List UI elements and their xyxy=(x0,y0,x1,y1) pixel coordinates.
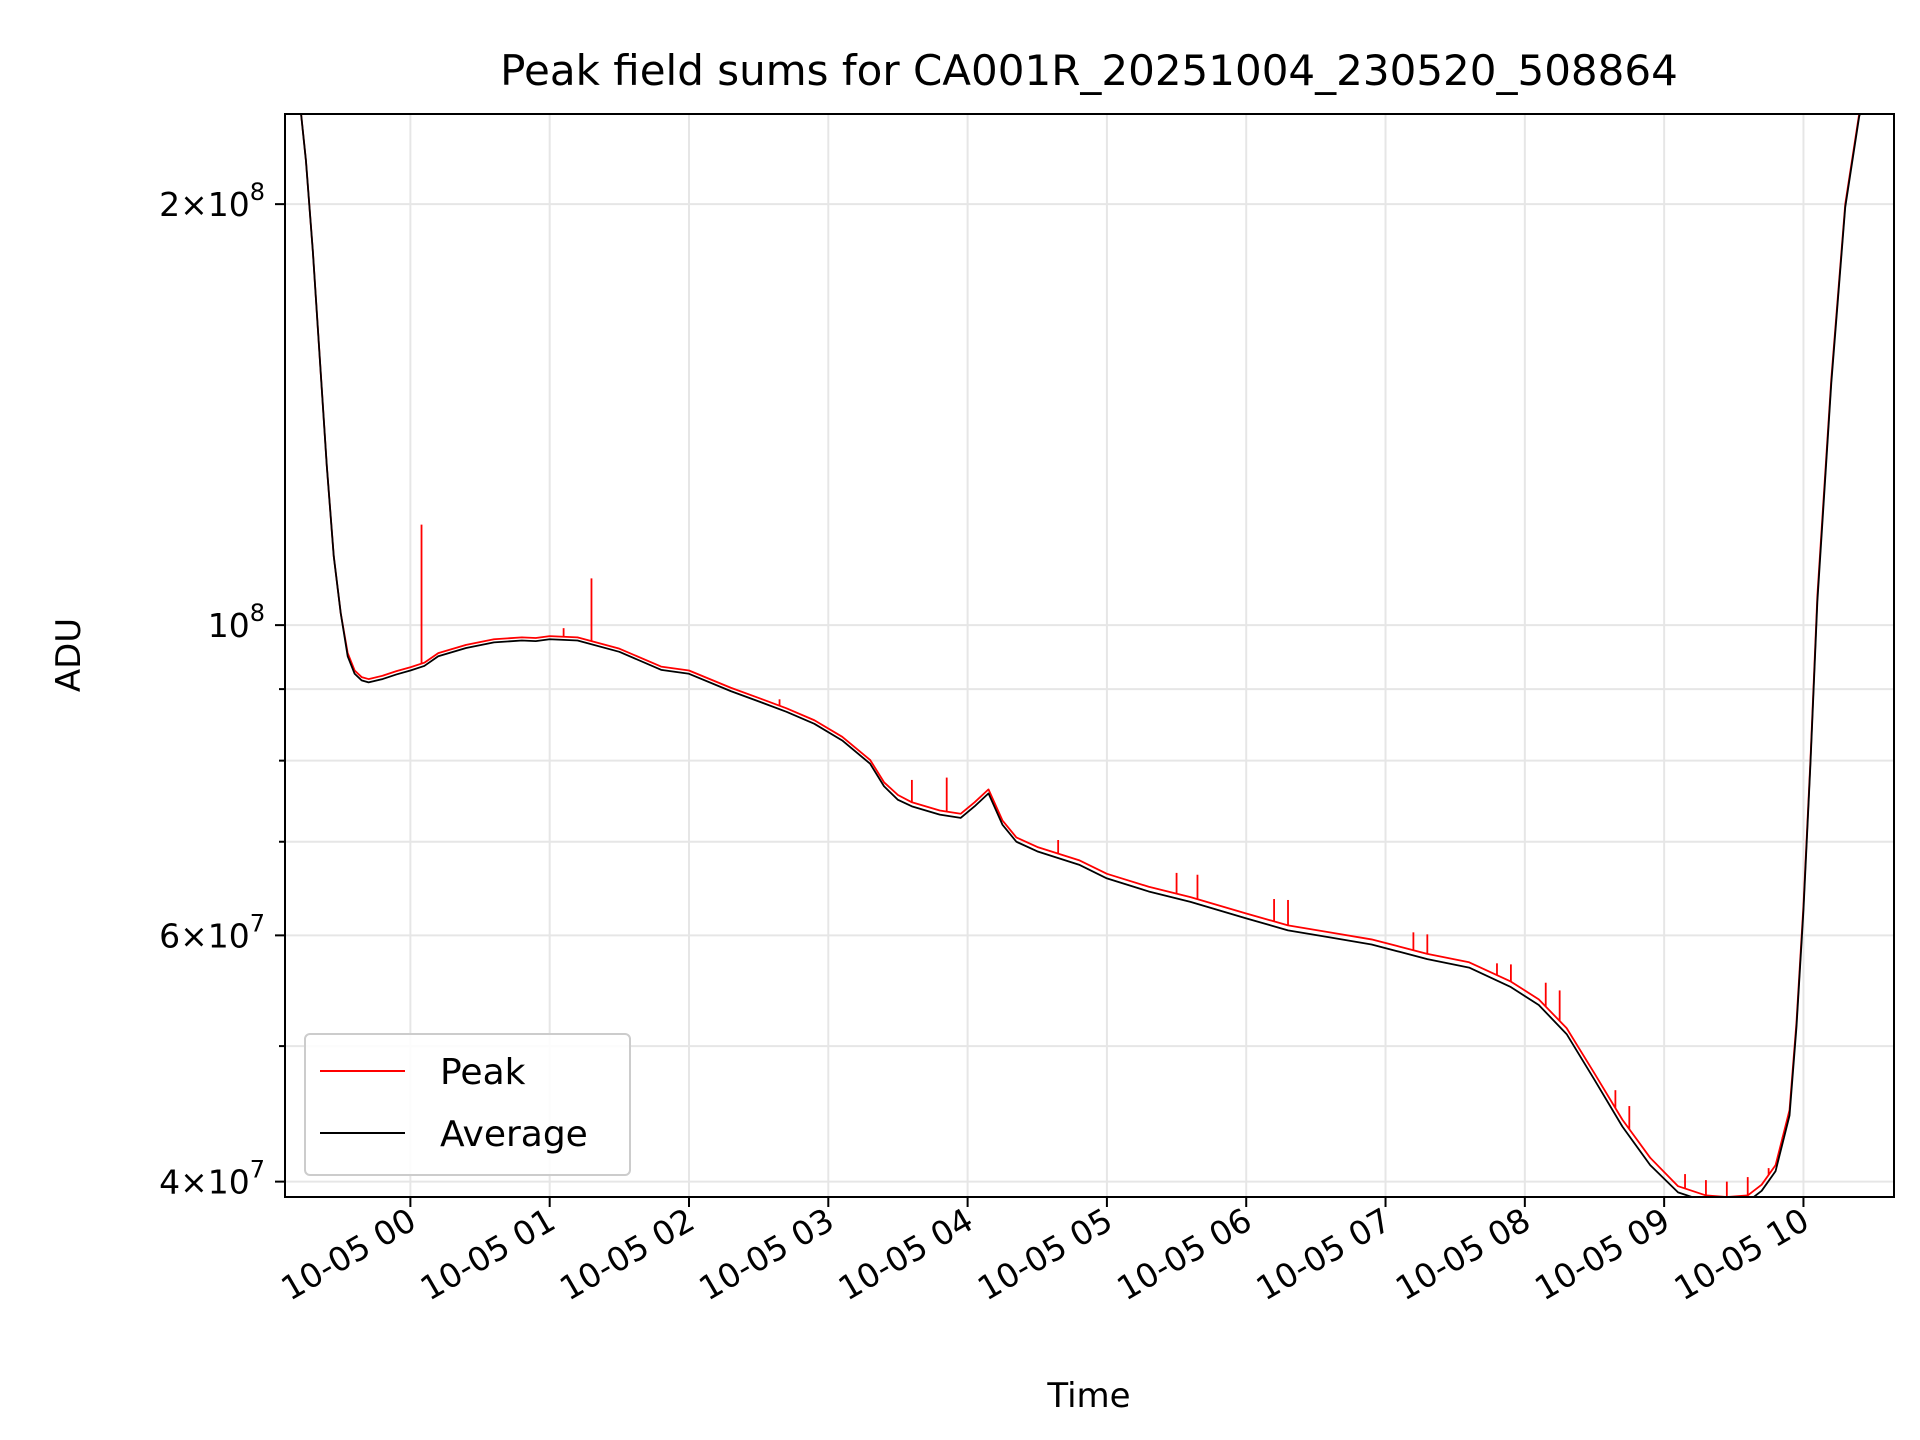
legend: Peak Average xyxy=(304,1033,631,1176)
plot-series xyxy=(300,114,1861,1197)
legend-box xyxy=(304,1033,631,1176)
y-tick-base: 10 xyxy=(208,1163,250,1202)
y-axis-title: ADU xyxy=(49,618,89,692)
y-tick-label: 108 xyxy=(208,599,265,645)
y-tick-base: 10 xyxy=(208,606,250,645)
y-tick-base: 10 xyxy=(208,916,250,955)
grid-lines xyxy=(285,114,1894,1197)
y-tick-times: × xyxy=(180,1163,208,1202)
y-tick-mantissa: 6 xyxy=(159,916,180,955)
series-line-average xyxy=(300,114,1861,1197)
y-tick-exponent: 8 xyxy=(250,599,265,627)
y-tick-mantissa: 2 xyxy=(159,185,180,224)
y-tick-exponent: 7 xyxy=(250,1156,265,1184)
y-tick-label: 4×107 xyxy=(159,1156,265,1202)
y-tick-mantissa: 4 xyxy=(159,1163,180,1202)
series-line-peak xyxy=(300,114,1861,1197)
y-tick-label: 6×107 xyxy=(159,909,265,955)
legend-label-peak: Peak xyxy=(440,1052,526,1093)
y-tick-times: × xyxy=(180,185,208,224)
y-tick-label: 2×108 xyxy=(159,178,265,224)
plot-frame xyxy=(284,113,1895,1198)
x-axis-title: Time xyxy=(1046,1376,1130,1416)
y-tick-exponent: 8 xyxy=(250,178,265,206)
y-tick-base: 10 xyxy=(208,185,250,224)
y-tick-exponent: 7 xyxy=(250,909,265,937)
chart-title: Peak field sums for CA001R_20251004_2305… xyxy=(500,46,1678,95)
legend-label-average: Average xyxy=(440,1114,588,1155)
y-tick-times: × xyxy=(180,916,208,955)
